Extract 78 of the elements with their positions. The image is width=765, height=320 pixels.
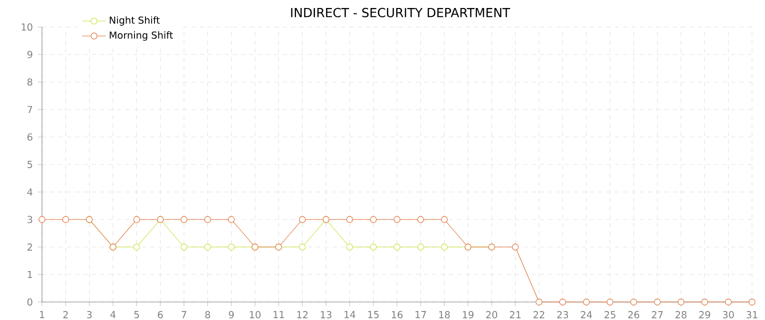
- x-tick-label: 4: [110, 311, 116, 318]
- point: [346, 216, 353, 223]
- x-tick-label: 14: [344, 311, 356, 318]
- point: [394, 244, 400, 250]
- x-tick-label: 27: [652, 311, 663, 318]
- point: [394, 216, 400, 223]
- point: [204, 216, 211, 223]
- legend-label: Morning Shift: [110, 31, 173, 41]
- x-tick-label: 11: [274, 311, 284, 318]
- point: [370, 216, 377, 223]
- x-tick-label: 30: [722, 311, 734, 318]
- x-tick-label: 22: [534, 311, 544, 318]
- point: [62, 216, 69, 223]
- x-tick-label: 10: [250, 311, 261, 318]
- x-tick-label: 28: [676, 311, 686, 318]
- point: [133, 216, 140, 223]
- y-tick-label: 5: [28, 160, 32, 168]
- point: [417, 244, 424, 250]
- y-tick-label: 0: [27, 298, 32, 306]
- x-tick-label: 19: [462, 311, 474, 318]
- x-tick-label: 15: [368, 311, 379, 318]
- point: [299, 244, 306, 250]
- x-tick-label: 17: [416, 311, 426, 318]
- point: [678, 298, 684, 306]
- x-tick-label: 21: [510, 311, 521, 318]
- point: [180, 244, 188, 250]
- point: [417, 216, 424, 223]
- x-tick-label: 23: [557, 311, 568, 318]
- point: [441, 244, 448, 250]
- x-tick-label: 8: [205, 311, 210, 318]
- x-tick-label: 18: [439, 311, 450, 318]
- point: [441, 216, 448, 223]
- point: [299, 216, 306, 223]
- y-tick-label: 9: [27, 50, 32, 58]
- point: [725, 298, 732, 306]
- x-tick-label: 24: [580, 311, 592, 318]
- x-tick-label: 7: [182, 311, 186, 318]
- x-tick-label: 1: [40, 311, 44, 318]
- point: [346, 244, 353, 250]
- point: [630, 298, 637, 306]
- point: [748, 298, 756, 306]
- point: [654, 298, 661, 306]
- y-tick-label: 4: [27, 188, 32, 196]
- point: [228, 216, 235, 223]
- x-tick-label: 16: [392, 311, 403, 318]
- legend-label: Night Shift: [110, 16, 160, 26]
- point: [133, 244, 140, 250]
- x-tick-label: 29: [699, 311, 710, 318]
- y-tick-label: 3: [28, 216, 32, 224]
- x-tick-label: 25: [604, 311, 616, 318]
- point: [228, 244, 235, 250]
- y-tick-label: 6: [27, 133, 32, 141]
- y-tick-label: 2: [28, 243, 32, 251]
- y-tick-label: 8: [27, 78, 32, 86]
- x-tick-label: 3: [86, 311, 92, 318]
- point: [583, 298, 590, 306]
- y-tick-label: 1: [28, 270, 32, 278]
- point: [38, 216, 46, 223]
- point: [701, 298, 708, 306]
- x-tick-label: 31: [746, 311, 758, 318]
- point: [180, 216, 188, 223]
- x-tick-label: 6: [158, 311, 163, 318]
- point: [606, 298, 614, 306]
- y-tick-label: 10: [22, 23, 32, 31]
- x-tick-label: 12: [297, 311, 308, 318]
- chart-title: INDIRECT - SECURITY DEPARTMENT: [291, 8, 510, 18]
- y-tick-label: 7: [28, 106, 32, 114]
- point: [512, 244, 519, 250]
- x-tick-label: 5: [134, 311, 139, 318]
- x-tick-label: 2: [63, 311, 68, 318]
- x-tick-label: 9: [228, 311, 234, 318]
- point: [204, 244, 211, 250]
- point: [536, 298, 542, 306]
- x-tick-label: 26: [628, 311, 640, 318]
- x-tick-label: 20: [486, 311, 498, 318]
- point: [559, 298, 566, 306]
- point: [370, 244, 377, 250]
- x-tick-label: 13: [320, 311, 332, 318]
